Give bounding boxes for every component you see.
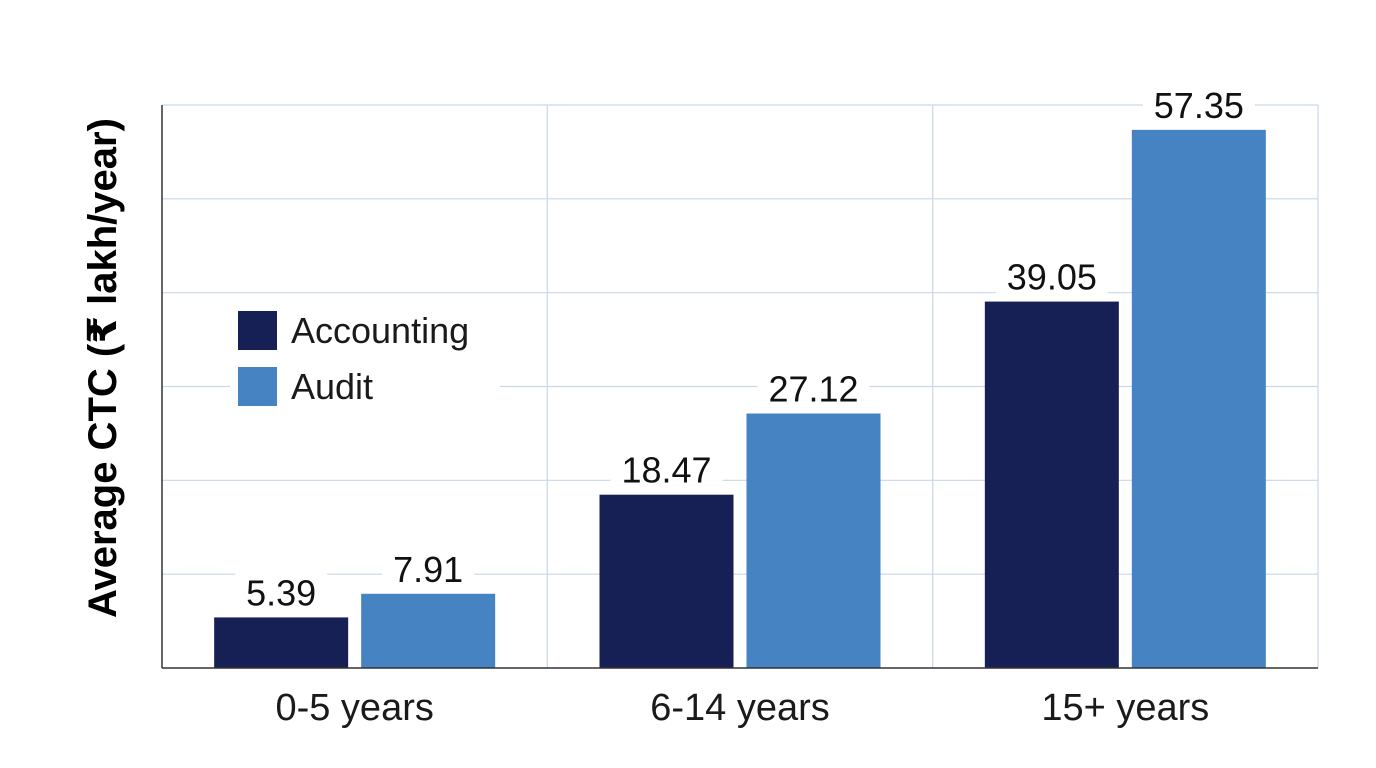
- value-label-audit-2: 27.12: [768, 369, 858, 410]
- value-label-background: [235, 571, 328, 612]
- x-tick-label-3: 15+ years: [1041, 687, 1209, 729]
- value-label-background: [995, 255, 1108, 296]
- value-label-background: [757, 367, 870, 408]
- bar-accounting-1: [214, 617, 349, 668]
- legend-swatch-accounting: [238, 311, 277, 350]
- legend-label-audit: Audit: [291, 366, 373, 407]
- legend-swatch-audit: [238, 367, 277, 406]
- value-label-audit-1: 7.91: [393, 549, 463, 590]
- bar-accounting-3: [984, 301, 1119, 668]
- value-labels: 5.39 18.47 39.05 7.91 27.12 57.35: [235, 83, 1255, 613]
- x-tick-labels: 0-5 years 6-14 years 15+ years: [275, 687, 1209, 729]
- axes: [161, 105, 1318, 669]
- value-label-accounting-1: 5.39: [246, 572, 316, 613]
- legend: Accounting Audit: [230, 301, 500, 416]
- legend-label-accounting: Accounting: [291, 310, 469, 351]
- value-label-audit-3: 57.35: [1154, 85, 1244, 126]
- bar-accounting-2: [599, 494, 734, 668]
- bar-audit-2: [746, 413, 881, 668]
- bar-audit-3: [1131, 129, 1266, 668]
- y-axis-label: Average CTC (₹ lakh/year): [81, 118, 125, 618]
- value-label-accounting-2: 18.47: [621, 450, 711, 491]
- bars: [214, 129, 1266, 668]
- value-label-accounting-3: 39.05: [1007, 257, 1097, 298]
- x-tick-label-2: 6-14 years: [650, 687, 830, 729]
- value-label-background: [610, 448, 723, 489]
- value-label-background: [1142, 83, 1255, 124]
- x-tick-label-1: 0-5 years: [275, 687, 433, 729]
- bar-audit-1: [361, 593, 496, 668]
- value-label-background: [382, 547, 475, 588]
